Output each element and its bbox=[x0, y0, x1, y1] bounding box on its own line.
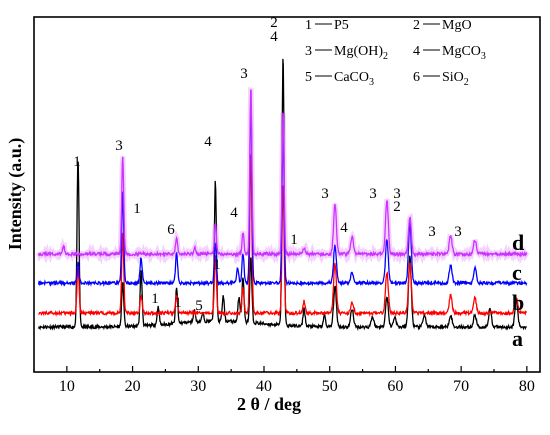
legend-number: 2 bbox=[413, 18, 420, 33]
legend-text: MgCO3 bbox=[442, 44, 486, 62]
legend-entry: 3 Mg(OH)2 bbox=[305, 44, 388, 62]
peak-label: 4 bbox=[230, 205, 238, 221]
x-ticks: 10 20 30 40 50 60 70 80 bbox=[33, 366, 535, 395]
legend-text: P5 bbox=[334, 18, 349, 33]
peak-label: 1 bbox=[151, 291, 159, 307]
peak-label: 3 bbox=[321, 186, 329, 202]
series-layer bbox=[36, 58, 530, 332]
legend-entry: 5 CaCO3 bbox=[305, 70, 374, 88]
legend-number: 3 bbox=[305, 44, 312, 59]
legend-text: Mg(OH)2 bbox=[334, 44, 388, 62]
peak-label: 2 bbox=[393, 199, 401, 215]
peak-label: 1 bbox=[133, 201, 141, 217]
legend-text: CaCO3 bbox=[334, 70, 374, 88]
x-tick-label: 70 bbox=[453, 378, 469, 395]
x-tick-label: 80 bbox=[519, 378, 535, 395]
legend-entry: 4 MgCO3 bbox=[413, 44, 486, 62]
peak-label: 5 bbox=[195, 298, 203, 314]
peak-label: 4 bbox=[204, 134, 212, 150]
x-tick-label: 30 bbox=[190, 378, 206, 395]
series-label-c: c bbox=[512, 260, 522, 285]
legend-number: 1 bbox=[305, 18, 312, 33]
x-axis-label: 2 θ / deg bbox=[237, 394, 301, 414]
legend-entry: 2 MgO bbox=[413, 18, 472, 33]
legend: 1 P5 2 MgO 3 Mg(OH)2 4 MgCO3 5 CaCO3 6 SiO2 bbox=[305, 18, 486, 88]
peak-label: 1 bbox=[290, 232, 298, 248]
peak-label: 1 bbox=[174, 295, 182, 311]
y-axis-label: Intensity (a.u.) bbox=[5, 138, 26, 251]
peak-label: 3 bbox=[393, 186, 401, 202]
peak-label: 3 bbox=[369, 186, 377, 202]
peak-label: 2 bbox=[270, 15, 278, 31]
x-tick-label: 60 bbox=[387, 378, 403, 395]
series-d-line bbox=[37, 89, 528, 258]
x-tick-label: 40 bbox=[256, 378, 272, 395]
peak-label: 3 bbox=[240, 66, 248, 82]
series-a-line bbox=[37, 58, 528, 332]
peak-label: 3 bbox=[115, 138, 123, 154]
series-label-d: d bbox=[512, 230, 524, 255]
legend-number: 6 bbox=[413, 70, 420, 85]
legend-text: MgO bbox=[442, 18, 472, 33]
peak-label: 3 bbox=[454, 224, 462, 240]
series-label-b: b bbox=[512, 290, 524, 315]
plot-frame bbox=[33, 16, 541, 373]
peak-label: 1 bbox=[73, 154, 81, 170]
x-tick-label: 20 bbox=[125, 378, 141, 395]
legend-number: 4 bbox=[413, 44, 420, 59]
x-tick-label: 10 bbox=[59, 378, 75, 395]
peak-label: 1 bbox=[213, 257, 221, 273]
legend-text: SiO2 bbox=[442, 70, 469, 88]
series-label-a: a bbox=[512, 326, 523, 351]
x-tick-label: 50 bbox=[322, 378, 338, 395]
series-b-line bbox=[38, 154, 528, 318]
peak-label: 6 bbox=[167, 222, 175, 238]
peak-label: 4 bbox=[270, 29, 278, 45]
peak-label: 3 bbox=[428, 224, 436, 240]
peak-label: 4 bbox=[340, 220, 348, 236]
legend-entry: 1 P5 bbox=[305, 18, 349, 33]
legend-entry: 6 SiO2 bbox=[413, 70, 469, 88]
legend-number: 5 bbox=[305, 70, 312, 85]
